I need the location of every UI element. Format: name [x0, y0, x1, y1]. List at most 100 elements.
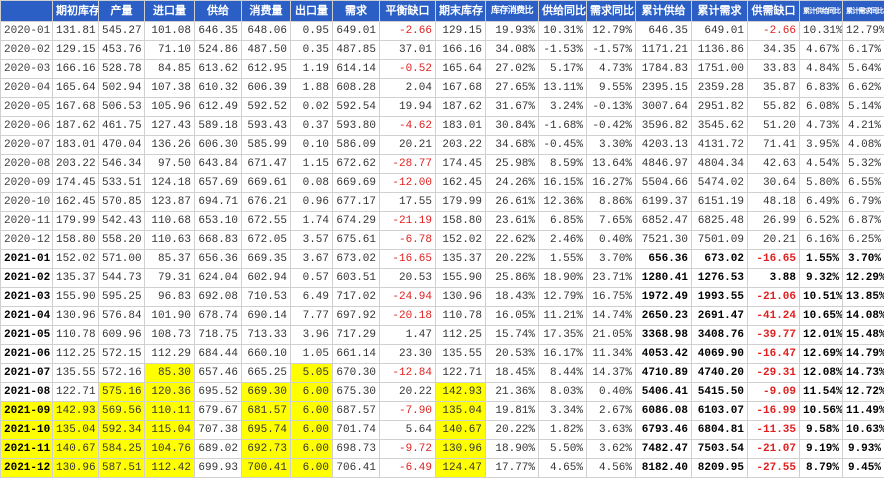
cell-consumption[interactable]: 669.35: [242, 250, 291, 269]
cell-supply-yoy[interactable]: -1.68%: [539, 117, 587, 136]
cell-imports[interactable]: 97.50: [145, 155, 195, 174]
cell-inv-cons-ratio[interactable]: 19.93%: [486, 22, 539, 41]
cell-supply-yoy[interactable]: 16.17%: [539, 345, 587, 364]
cell-balance-gap[interactable]: 1.47: [380, 326, 436, 345]
cell-cum-supply-yoy[interactable]: 6.52%: [800, 212, 843, 231]
cell-supply-yoy[interactable]: 8.59%: [539, 155, 587, 174]
cell-cum-gap[interactable]: 33.83: [748, 60, 800, 79]
cell-cum-gap[interactable]: -21.06: [748, 288, 800, 307]
cell-supply[interactable]: 657.69: [195, 174, 242, 193]
cell-consumption[interactable]: 710.53: [242, 288, 291, 307]
cell-inv-cons-ratio[interactable]: 26.61%: [486, 193, 539, 212]
cell-close-inv[interactable]: 179.99: [436, 193, 486, 212]
cell-imports[interactable]: 127.43: [145, 117, 195, 136]
cell-cum-demand-yoy[interactable]: 6.25%: [843, 231, 884, 250]
cell-supply-yoy[interactable]: 12.79%: [539, 288, 587, 307]
cell-consumption[interactable]: 612.95: [242, 60, 291, 79]
cell-imports[interactable]: 110.68: [145, 212, 195, 231]
cell-inv-cons-ratio[interactable]: 19.81%: [486, 402, 539, 421]
cell-demand[interactable]: 661.14: [333, 345, 380, 364]
cell-cum-demand[interactable]: 1993.55: [692, 288, 748, 307]
cell-demand-yoy[interactable]: 7.65%: [587, 212, 636, 231]
cell-cum-demand[interactable]: 5474.02: [692, 174, 748, 193]
cell-date[interactable]: 2020-05: [1, 98, 53, 117]
cell-imports[interactable]: 108.73: [145, 326, 195, 345]
cell-cum-demand-yoy[interactable]: 5.64%: [843, 60, 884, 79]
cell-consumption[interactable]: 648.06: [242, 22, 291, 41]
cell-supply-yoy[interactable]: -0.45%: [539, 136, 587, 155]
cell-cum-demand-yoy[interactable]: 10.63%: [843, 421, 884, 440]
cell-output[interactable]: 461.75: [99, 117, 145, 136]
cell-output[interactable]: 595.25: [99, 288, 145, 307]
cell-open-inv[interactable]: 129.15: [53, 41, 99, 60]
cell-cum-supply-yoy[interactable]: 5.80%: [800, 174, 843, 193]
cell-cum-demand[interactable]: 2691.47: [692, 307, 748, 326]
cell-consumption[interactable]: 592.52: [242, 98, 291, 117]
cell-consumption[interactable]: 669.30: [242, 383, 291, 402]
cell-exports[interactable]: 5.05: [291, 364, 333, 383]
cell-supply[interactable]: 679.67: [195, 402, 242, 421]
cell-supply-yoy[interactable]: 12.36%: [539, 193, 587, 212]
cell-cum-supply[interactable]: 4053.42: [636, 345, 692, 364]
column-header-cum-supply-yoy[interactable]: 累计供给同比: [800, 1, 843, 22]
cell-cum-supply[interactable]: 6852.47: [636, 212, 692, 231]
cell-supply[interactable]: 646.35: [195, 22, 242, 41]
cell-supply[interactable]: 653.10: [195, 212, 242, 231]
cell-imports[interactable]: 84.85: [145, 60, 195, 79]
column-header-demand-yoy[interactable]: 需求同比: [587, 1, 636, 22]
cell-supply-yoy[interactable]: 16.15%: [539, 174, 587, 193]
cell-imports[interactable]: 112.42: [145, 459, 195, 478]
cell-demand[interactable]: 698.73: [333, 440, 380, 459]
cell-imports[interactable]: 96.83: [145, 288, 195, 307]
cell-cum-supply[interactable]: 2395.15: [636, 79, 692, 98]
cell-balance-gap[interactable]: 17.55: [380, 193, 436, 212]
cell-cum-gap[interactable]: 42.63: [748, 155, 800, 174]
cell-output[interactable]: 609.96: [99, 326, 145, 345]
cell-demand[interactable]: 669.69: [333, 174, 380, 193]
cell-balance-gap[interactable]: 20.22: [380, 383, 436, 402]
cell-cum-demand[interactable]: 4740.20: [692, 364, 748, 383]
cell-cum-demand-yoy[interactable]: 4.08%: [843, 136, 884, 155]
cell-cum-gap[interactable]: -16.99: [748, 402, 800, 421]
cell-balance-gap[interactable]: -6.49: [380, 459, 436, 478]
cell-exports[interactable]: 3.96: [291, 326, 333, 345]
cell-supply[interactable]: 610.32: [195, 79, 242, 98]
cell-cum-demand-yoy[interactable]: 5.14%: [843, 98, 884, 117]
cell-open-inv[interactable]: 174.45: [53, 174, 99, 193]
cell-imports[interactable]: 101.90: [145, 307, 195, 326]
cell-cum-supply[interactable]: 3596.82: [636, 117, 692, 136]
cell-demand-yoy[interactable]: 16.75%: [587, 288, 636, 307]
cell-cum-supply[interactable]: 6086.08: [636, 402, 692, 421]
cell-open-inv[interactable]: 130.96: [53, 459, 99, 478]
column-header-consumption[interactable]: 消费量: [242, 1, 291, 22]
column-header-balance-gap[interactable]: 平衡缺口: [380, 1, 436, 22]
cell-balance-gap[interactable]: -24.94: [380, 288, 436, 307]
cell-balance-gap[interactable]: 20.53: [380, 269, 436, 288]
cell-output[interactable]: 470.04: [99, 136, 145, 155]
cell-inv-cons-ratio[interactable]: 18.45%: [486, 364, 539, 383]
cell-demand-yoy[interactable]: 3.63%: [587, 421, 636, 440]
cell-demand-yoy[interactable]: 3.70%: [587, 250, 636, 269]
cell-cum-supply-yoy[interactable]: 12.08%: [800, 364, 843, 383]
column-header-close-inv[interactable]: 期末库存: [436, 1, 486, 22]
cell-imports[interactable]: 71.10: [145, 41, 195, 60]
cell-cum-gap[interactable]: -2.66: [748, 22, 800, 41]
cell-output[interactable]: 506.53: [99, 98, 145, 117]
cell-consumption[interactable]: 602.94: [242, 269, 291, 288]
cell-imports[interactable]: 104.76: [145, 440, 195, 459]
cell-demand[interactable]: 593.80: [333, 117, 380, 136]
cell-demand[interactable]: 677.17: [333, 193, 380, 212]
cell-close-inv[interactable]: 142.93: [436, 383, 486, 402]
cell-inv-cons-ratio[interactable]: 20.22%: [486, 250, 539, 269]
cell-cum-gap[interactable]: 3.88: [748, 269, 800, 288]
cell-output[interactable]: 572.16: [99, 364, 145, 383]
cell-inv-cons-ratio[interactable]: 18.43%: [486, 288, 539, 307]
cell-open-inv[interactable]: 135.55: [53, 364, 99, 383]
cell-exports[interactable]: 0.37: [291, 117, 333, 136]
cell-cum-demand-yoy[interactable]: 12.72%: [843, 383, 884, 402]
cell-inv-cons-ratio[interactable]: 23.61%: [486, 212, 539, 231]
